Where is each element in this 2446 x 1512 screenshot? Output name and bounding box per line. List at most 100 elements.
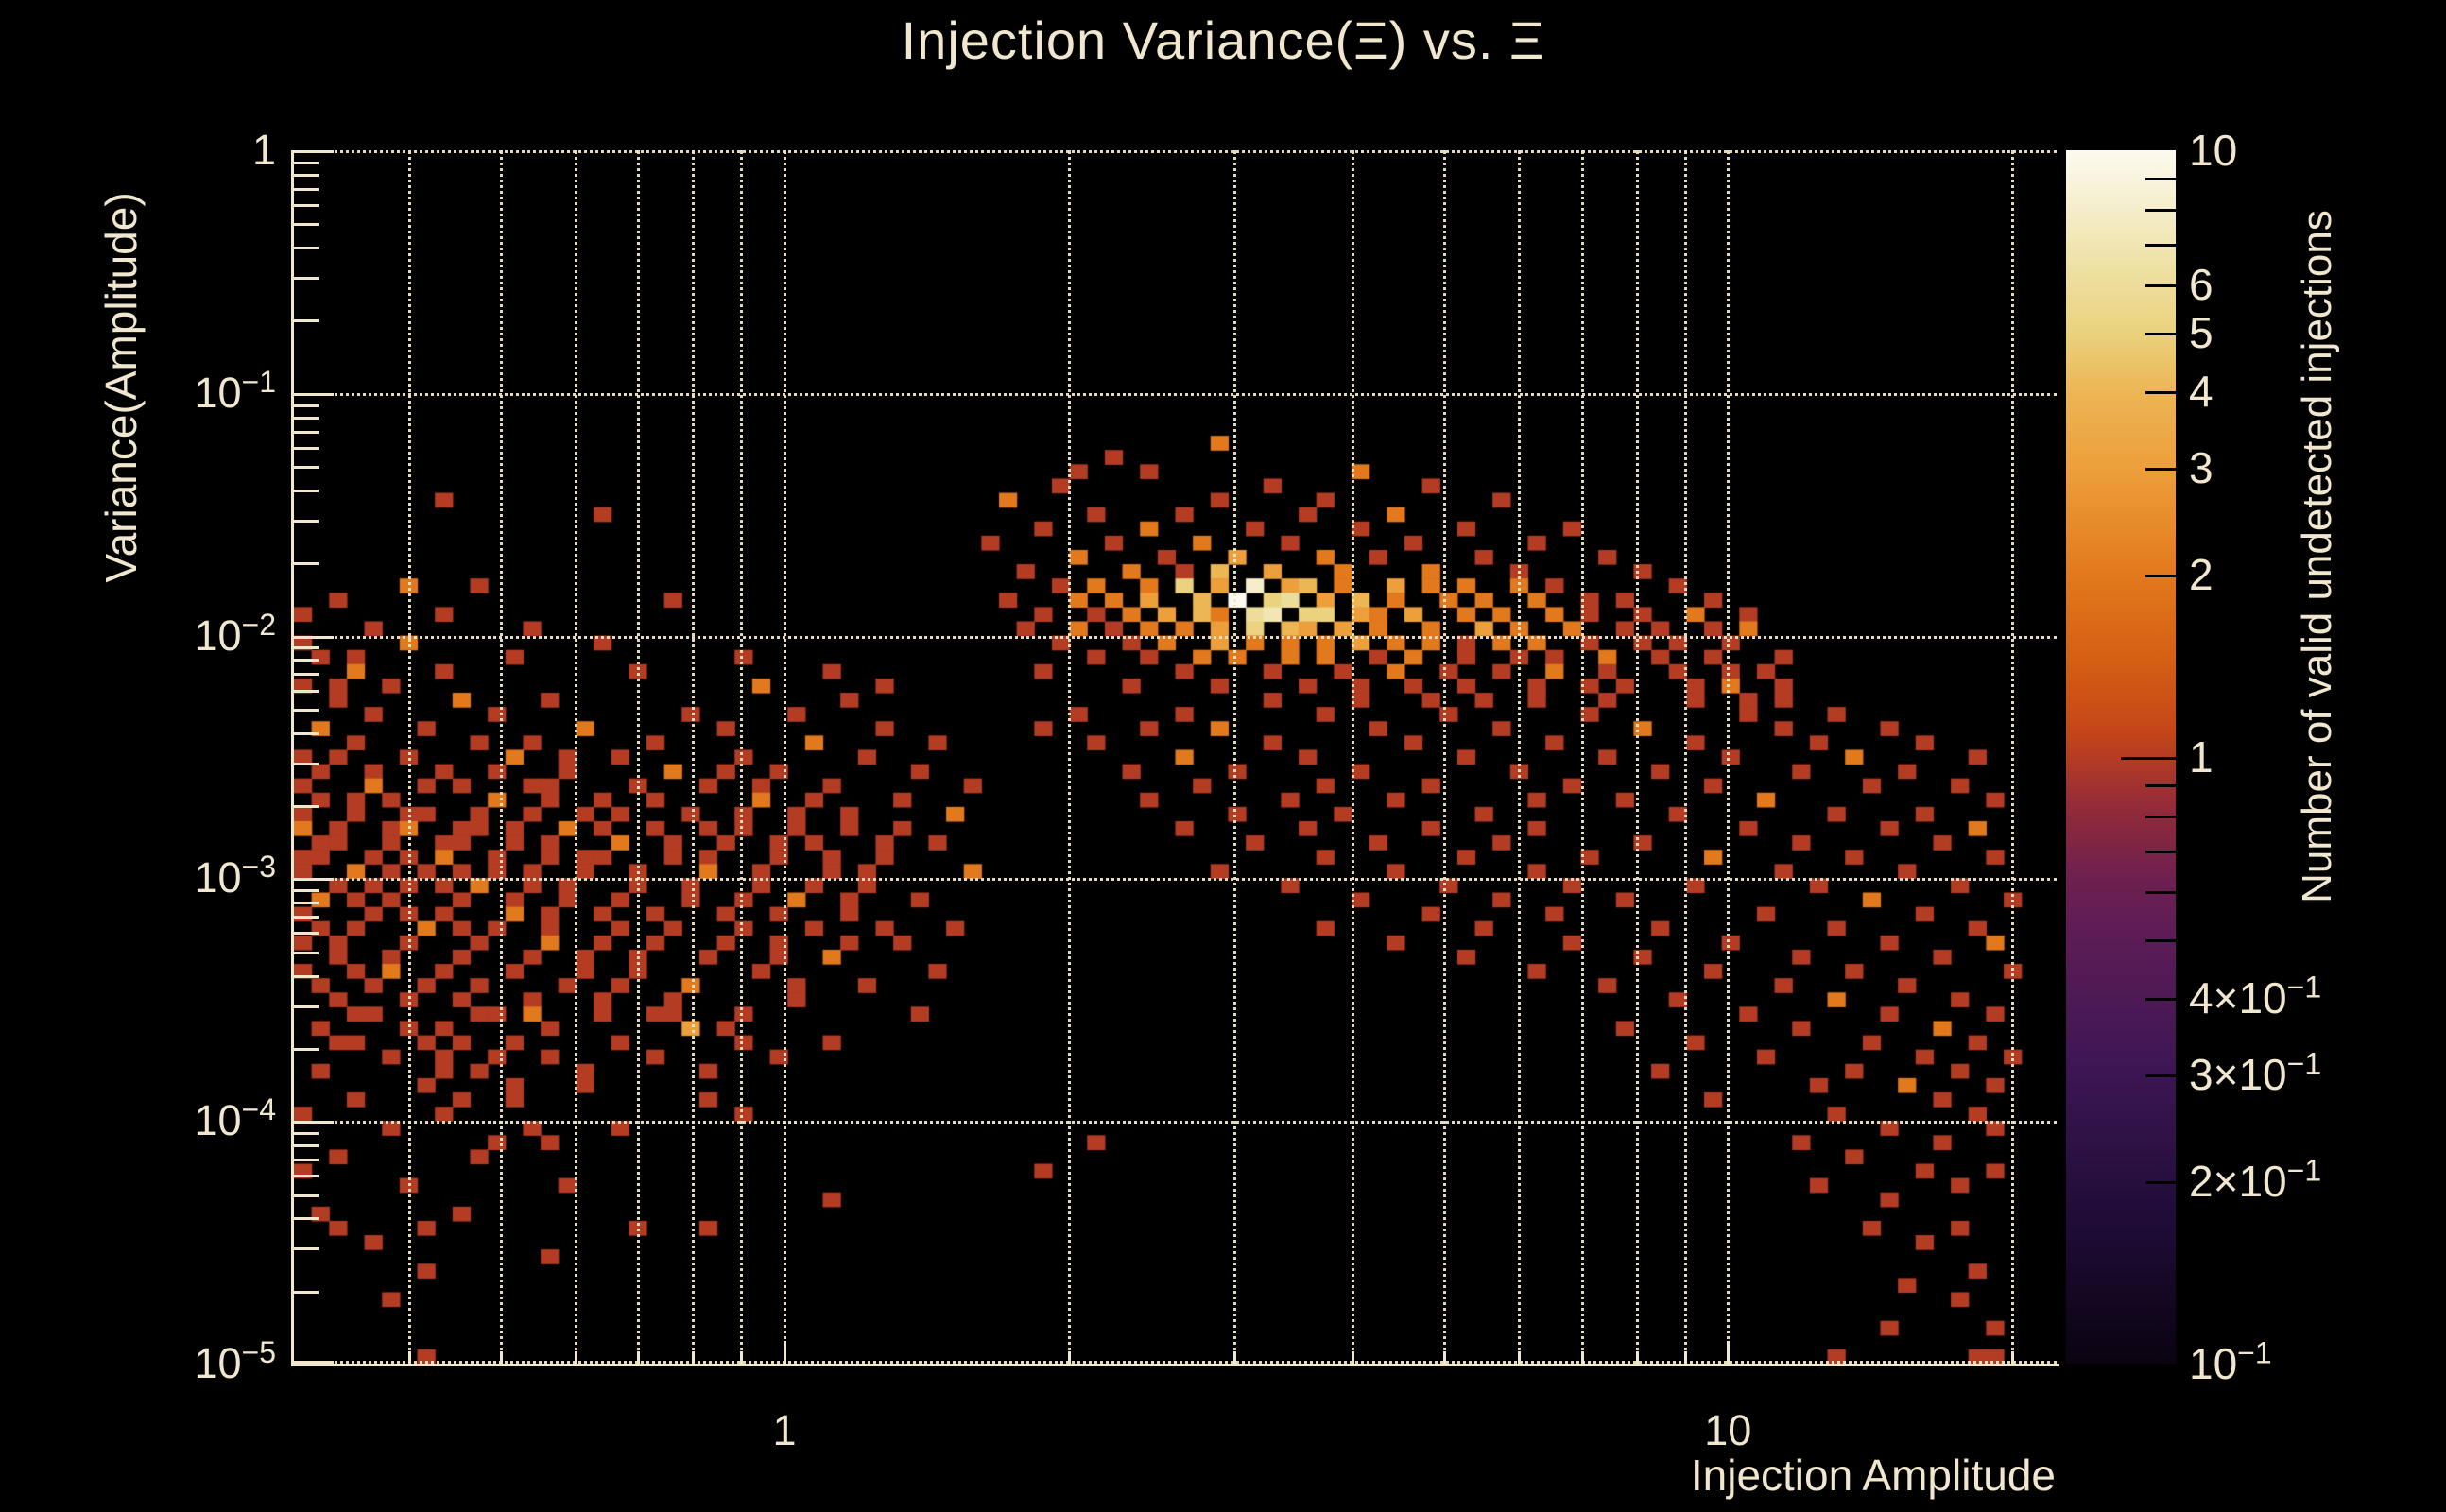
y-gridline: [294, 150, 2057, 153]
y-axis-tick: [294, 659, 319, 662]
y-gridline: [294, 1361, 2057, 1364]
colorbar-tick-label: 6: [2189, 260, 2213, 310]
y-axis-tick: [294, 319, 319, 323]
y-tick-label: 10−5: [194, 1335, 276, 1387]
x-axis-tick: [1683, 1351, 1687, 1364]
y-axis-tick: [294, 1247, 319, 1251]
y-tick-label: 10−2: [194, 607, 276, 660]
y-gridline: [294, 392, 2057, 396]
y-axis-tick: [294, 646, 319, 650]
colorbar-tick: [2145, 391, 2176, 395]
colorbar-tick: [2145, 998, 2176, 1002]
histogram-bins-canvas: [294, 150, 2057, 1364]
colorbar-tick: [2145, 784, 2176, 788]
x-gridline: [740, 150, 744, 1364]
colorbar-tick: [2121, 757, 2176, 760]
y-axis-tick: [294, 673, 319, 677]
x-gridline: [2010, 150, 2014, 1364]
y-axis-tick: [294, 635, 334, 639]
y-axis-tick: [294, 466, 319, 470]
colorbar-tick-label: 1: [2189, 732, 2213, 782]
y-axis-tick: [294, 404, 319, 407]
colorbar-tick-label: 2: [2189, 549, 2213, 599]
y-axis-tick: [294, 392, 334, 396]
colorbar-title: Number of valid undetected injections: [2294, 210, 2340, 903]
x-axis-tick: [1067, 1351, 1071, 1364]
y-tick-label: 1: [251, 126, 276, 174]
x-gridline: [637, 150, 641, 1364]
x-tick-label: 1: [772, 1406, 797, 1454]
x-axis-tick: [407, 1351, 411, 1364]
x-axis-tick: [1352, 1351, 1355, 1364]
y-gridline: [294, 635, 2057, 639]
x-axis-tick: [740, 1351, 744, 1364]
y-axis-tick: [294, 1144, 319, 1148]
y-tick-label: 10−4: [194, 1092, 276, 1145]
colorbar-tick-label: 2×10−1: [2189, 1153, 2322, 1206]
x-axis-tick: [637, 1351, 641, 1364]
x-gridline: [407, 150, 411, 1364]
y-tick-label: 10−1: [194, 364, 276, 417]
y-axis-tick: [294, 1361, 334, 1364]
y-axis-tick: [294, 902, 319, 905]
y-axis-tick: [294, 1047, 319, 1051]
colorbar-tick: [2145, 816, 2176, 819]
x-axis-tick: [1635, 1351, 1639, 1364]
colorbar-tick: [2145, 1180, 2176, 1184]
x-tick-label: 10: [1704, 1406, 1752, 1454]
y-axis-tick: [294, 951, 319, 954]
x-axis-tick: [1233, 1351, 1237, 1364]
x-gridline: [1442, 150, 1446, 1364]
x-gridline: [574, 150, 577, 1364]
x-axis-title: Injection Amplitude: [1690, 1451, 2056, 1500]
colorbar-tick-label: 3×10−1: [2189, 1046, 2322, 1099]
x-axis-tick: [1442, 1351, 1446, 1364]
colorbar-tick-label: 3: [2189, 442, 2213, 492]
colorbar-tick: [2145, 574, 2176, 577]
x-axis-tick: [574, 1351, 577, 1364]
y-axis-tick: [294, 446, 319, 450]
colorbar-tick: [2145, 850, 2176, 854]
y-axis-tick: [294, 416, 319, 420]
colorbar-tick-label: 4×10−1: [2189, 971, 2322, 1023]
colorbar-tick: [2145, 891, 2176, 895]
y-axis-tick: [294, 932, 319, 936]
y-axis-tick: [294, 1175, 319, 1178]
x-axis-tick: [1580, 1351, 1584, 1364]
y-axis-tick: [294, 1005, 319, 1008]
x-gridline: [1580, 150, 1584, 1364]
x-gridline: [1067, 150, 1071, 1364]
y-gridline: [294, 878, 2057, 882]
y-axis-tick: [294, 878, 334, 882]
plot-frame: [291, 150, 2059, 1366]
y-axis-tick: [294, 430, 319, 434]
y-axis-tick: [294, 1121, 334, 1125]
y-axis-tick: [294, 203, 319, 207]
y-axis-tick: [294, 150, 334, 153]
y-axis-tick: [294, 708, 319, 712]
x-gridline: [1683, 150, 1687, 1364]
x-axis-tick: [692, 1351, 696, 1364]
colorbar-tick: [2145, 284, 2176, 288]
x-axis-tick: [1727, 1341, 1731, 1364]
y-axis-tick: [294, 489, 319, 492]
x-axis-tick: [2010, 1351, 2014, 1364]
y-axis-tick: [294, 277, 319, 281]
x-gridline: [1727, 150, 1731, 1364]
colorbar-tick-label: 10: [2189, 126, 2238, 175]
y-gridline: [294, 1121, 2057, 1125]
x-gridline: [692, 150, 696, 1364]
colorbar-tick: [2145, 467, 2176, 471]
y-axis-tick: [294, 762, 319, 765]
x-gridline: [1635, 150, 1639, 1364]
y-axis-tick: [294, 1217, 319, 1221]
x-axis-tick: [784, 1341, 787, 1364]
x-axis-tick: [499, 1351, 503, 1364]
colorbar-tick: [2145, 1074, 2176, 1077]
x-gridline: [1352, 150, 1355, 1364]
colorbar-tick: [2145, 333, 2176, 336]
colorbar-tick: [2145, 178, 2176, 181]
colorbar-tick: [2145, 209, 2176, 213]
y-axis-tick: [294, 562, 319, 566]
